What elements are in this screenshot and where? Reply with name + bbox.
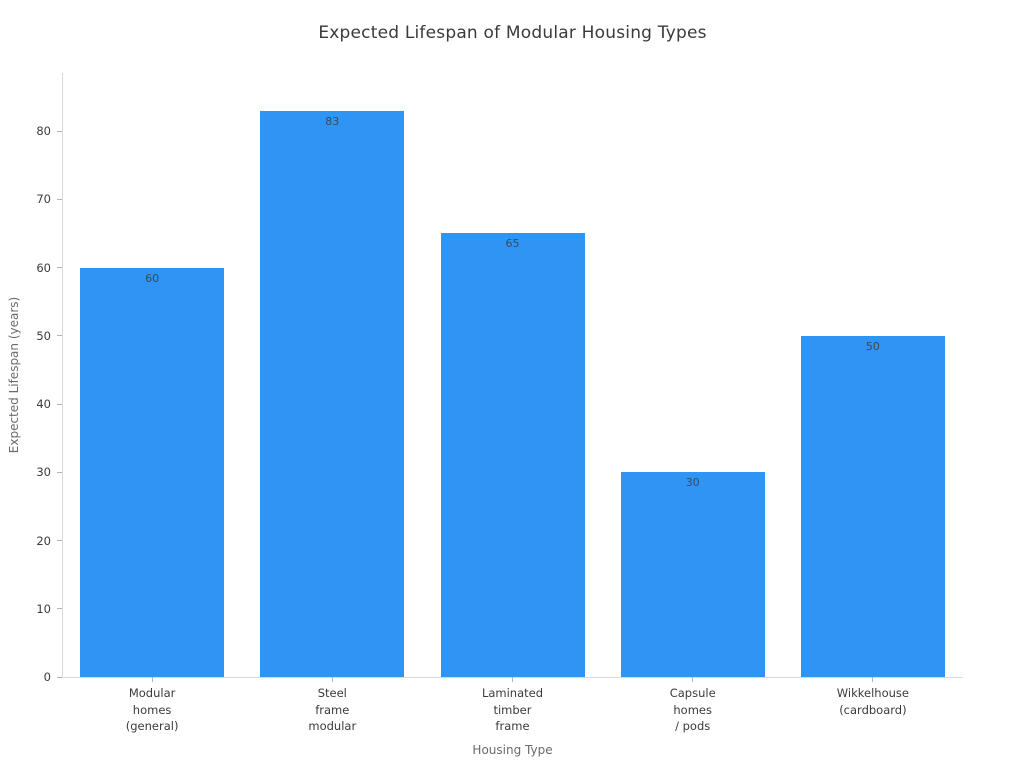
bar: [620, 472, 765, 677]
x-tick-mark: [512, 677, 513, 682]
y-tick-label: 50: [36, 328, 51, 343]
y-axis-title: Expected Lifespan (years): [7, 296, 21, 454]
bar-value-label: 83: [325, 114, 340, 128]
x-tick-label: Laminated timber frame: [481, 686, 544, 733]
y-tick-mark: [57, 198, 62, 200]
y-tick-label: 80: [36, 124, 51, 138]
bar: [800, 335, 945, 677]
x-tick-label: Wikkelhouse (cardboard): [836, 686, 909, 717]
y-tick-mark: [57, 403, 62, 405]
y-tick-label: 0: [43, 670, 51, 684]
x-tick-mark: [151, 677, 153, 682]
x-tick-mark: [872, 677, 874, 682]
x-tick-mark: [692, 677, 694, 682]
bar-value-label: 50: [865, 339, 880, 353]
y-tick-mark: [57, 471, 62, 473]
y-tick-label: 70: [36, 192, 51, 207]
y-tick-label: 30: [36, 465, 51, 480]
x-tick-label: Modular homes (general): [125, 686, 179, 733]
y-tick-mark: [57, 267, 62, 268]
chart-title: Expected Lifespan of Modular Housing Typ…: [318, 23, 707, 43]
bar: [80, 267, 225, 677]
y-tick-mark: [57, 608, 62, 610]
y-axis-line: [62, 73, 63, 678]
bar-value-label: 65: [505, 237, 520, 251]
bar: [440, 233, 585, 677]
x-tick-label: Capsule homes / pods: [669, 686, 716, 733]
x-tick-label: Steel frame modular: [308, 686, 357, 733]
bar-value-label: 30: [685, 476, 700, 490]
y-tick-label: 60: [36, 260, 51, 275]
y-tick-label: 10: [36, 601, 51, 616]
x-axis-title: Housing Type: [472, 743, 553, 757]
y-tick-mark: [57, 540, 62, 541]
y-tick-label: 40: [36, 397, 51, 411]
bar: [260, 110, 405, 677]
bar-value-label: 60: [145, 271, 160, 285]
y-tick-mark: [57, 335, 62, 337]
plot-area: 0 10 20 30 40 50 60 70 80 60 Modular homes (genera…: [36, 73, 963, 733]
x-tick-mark: [331, 677, 333, 682]
y-tick-mark: [57, 130, 62, 132]
y-tick-mark: [57, 676, 62, 678]
y-tick-label: 20: [36, 533, 51, 548]
